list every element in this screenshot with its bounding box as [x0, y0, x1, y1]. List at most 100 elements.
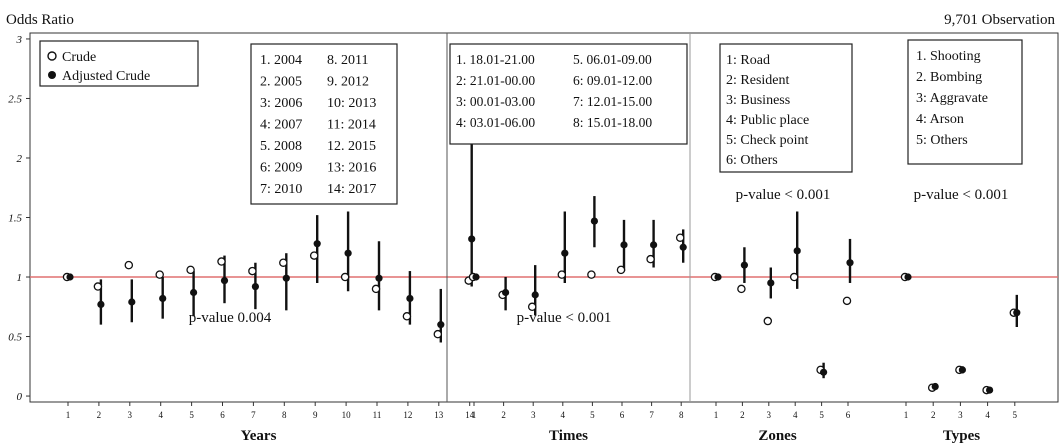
legend: Crude Adjusted Crude: [39, 40, 199, 87]
x-tick-label: 1: [66, 410, 71, 420]
x-tick-label: 5: [590, 410, 595, 420]
legend-box: [39, 40, 199, 87]
key-box: [719, 43, 853, 173]
adjusted-point: [159, 294, 167, 303]
x-axis-label: Years: [241, 428, 277, 444]
crude-point: [763, 316, 773, 326]
adjusted-point: [502, 288, 510, 297]
legend-adjusted-label: Adjusted Crude: [62, 69, 150, 84]
adjusted-point: [958, 366, 967, 374]
x-tick-label: 12: [403, 410, 412, 420]
x-tick-label: 1: [904, 410, 909, 420]
adjusted-point: [714, 273, 722, 281]
key-entry: 6: Others: [726, 153, 778, 168]
y-tick-label: 1: [17, 272, 23, 284]
adjusted-point: [650, 241, 658, 249]
x-tick-label: 1: [472, 410, 477, 420]
p-value-label: p-value < 0.001: [517, 310, 612, 326]
x-tick-label: 10: [342, 410, 352, 420]
key-entry: 4: Public place: [726, 113, 809, 128]
x-tick-label: 3: [128, 410, 133, 420]
crude-point: [527, 302, 537, 312]
key-entry: 12. 2015: [327, 139, 376, 154]
key-entry: 3: Aggravate: [916, 91, 988, 106]
key-entry: 7: 12.01-15.00: [573, 94, 652, 109]
adjusted-point: [590, 217, 599, 225]
key-entry: 2: Resident: [726, 73, 789, 88]
crude-point: [433, 329, 443, 339]
adjusted-point: [620, 241, 628, 249]
key-entry: 1: Road: [726, 53, 770, 68]
adjusted-point: [561, 249, 569, 257]
adjusted-point: [468, 235, 476, 243]
adjusted-point: [931, 382, 939, 391]
x-tick-label: 2: [740, 410, 745, 420]
key-entry: 5. 06.01-09.00: [573, 52, 652, 67]
key-entry: 3: 2006: [260, 96, 302, 111]
x-tick-label: 6: [846, 410, 851, 420]
y-tick-label: 1.5: [8, 213, 22, 225]
adjusted-point: [406, 294, 414, 303]
adjusted-point: [190, 288, 198, 297]
crude-point: [789, 272, 799, 282]
x-tick-label: 1: [714, 410, 719, 420]
x-tick-label: 2: [97, 410, 102, 420]
crude-point: [737, 284, 746, 294]
p-value-label: p-value 0.004: [189, 310, 272, 326]
panel-types: 1 2 3 4 5 Types 1. Shooting 2. Bombing 3: Aggrav…: [900, 39, 1023, 444]
key-entry: 1. 18.01-21.00: [456, 52, 535, 67]
crude-point: [309, 251, 319, 260]
crude-point: [248, 266, 257, 276]
adjusted-point: [820, 368, 828, 376]
panel-times: 1 2 3 4 5 6 7 8 Times 1. 18.01-21.00 5. 06.01-09.0…: [449, 43, 688, 444]
x-tick-label: 3: [958, 410, 963, 420]
adjusted-point: [986, 386, 994, 394]
crude-point: [279, 258, 288, 267]
key-entry: 4: 03.01-06.00: [456, 115, 535, 130]
adjusted-point: [679, 243, 687, 251]
adjusted-point: [344, 249, 352, 257]
x-tick-label: 4: [985, 410, 990, 420]
crude-point: [93, 282, 103, 291]
x-axis-label: Zones: [758, 428, 797, 444]
x-tick-label: 3: [767, 410, 772, 420]
key-entry: 8: 15.01-18.00: [573, 115, 652, 130]
y-tick-label: 0: [17, 391, 23, 403]
adjusted-point: [97, 300, 105, 308]
crude-point: [402, 312, 412, 321]
key-entry: 4: Arson: [916, 112, 964, 127]
y-tick-label: 2.5: [8, 93, 22, 105]
key-entry: 1. Shooting: [916, 49, 981, 64]
key-entry: 3: 00.01-03.00: [456, 94, 535, 109]
adjusted-point: [251, 282, 259, 291]
key-entry: 4: 2007: [260, 118, 302, 133]
adjusted-point: [531, 291, 539, 299]
adjusted-point: [128, 298, 136, 306]
x-tick-label: 7: [251, 410, 256, 420]
adjusted-point: [375, 274, 383, 282]
p-value-label: p-value < 0.001: [914, 187, 1009, 203]
crude-point: [371, 284, 381, 294]
crude-point: [340, 272, 350, 282]
x-tick-label: 8: [282, 410, 287, 420]
y-tick-label: 2: [17, 153, 23, 165]
adjusted-point: [793, 247, 801, 255]
adjusted-point: [1013, 309, 1021, 317]
p-value-label: p-value < 0.001: [736, 187, 831, 203]
key-box: [907, 39, 1023, 165]
crude-point: [646, 254, 655, 264]
x-axis-label: Times: [549, 428, 588, 444]
key-entry: 2: 21.01-00.00: [456, 73, 535, 88]
adjusted-point: [740, 261, 749, 269]
legend-crude-marker: [47, 51, 57, 61]
key-entry: 6: 2009: [260, 161, 302, 176]
header-right: 9,701 Observation: [944, 12, 1055, 28]
x-tick-label: 14: [465, 410, 475, 420]
adjusted-point: [472, 273, 480, 281]
key-entry: 7: 2010: [260, 182, 302, 197]
panel-zones: 1 2 3 4 5 6 Zones 1: Road 2: Resident 3: Business…: [710, 43, 854, 444]
crude-point: [587, 270, 596, 279]
adjusted-point: [437, 321, 445, 329]
key-entry: 13: 2016: [327, 161, 376, 176]
x-tick-label: 4: [793, 410, 798, 420]
